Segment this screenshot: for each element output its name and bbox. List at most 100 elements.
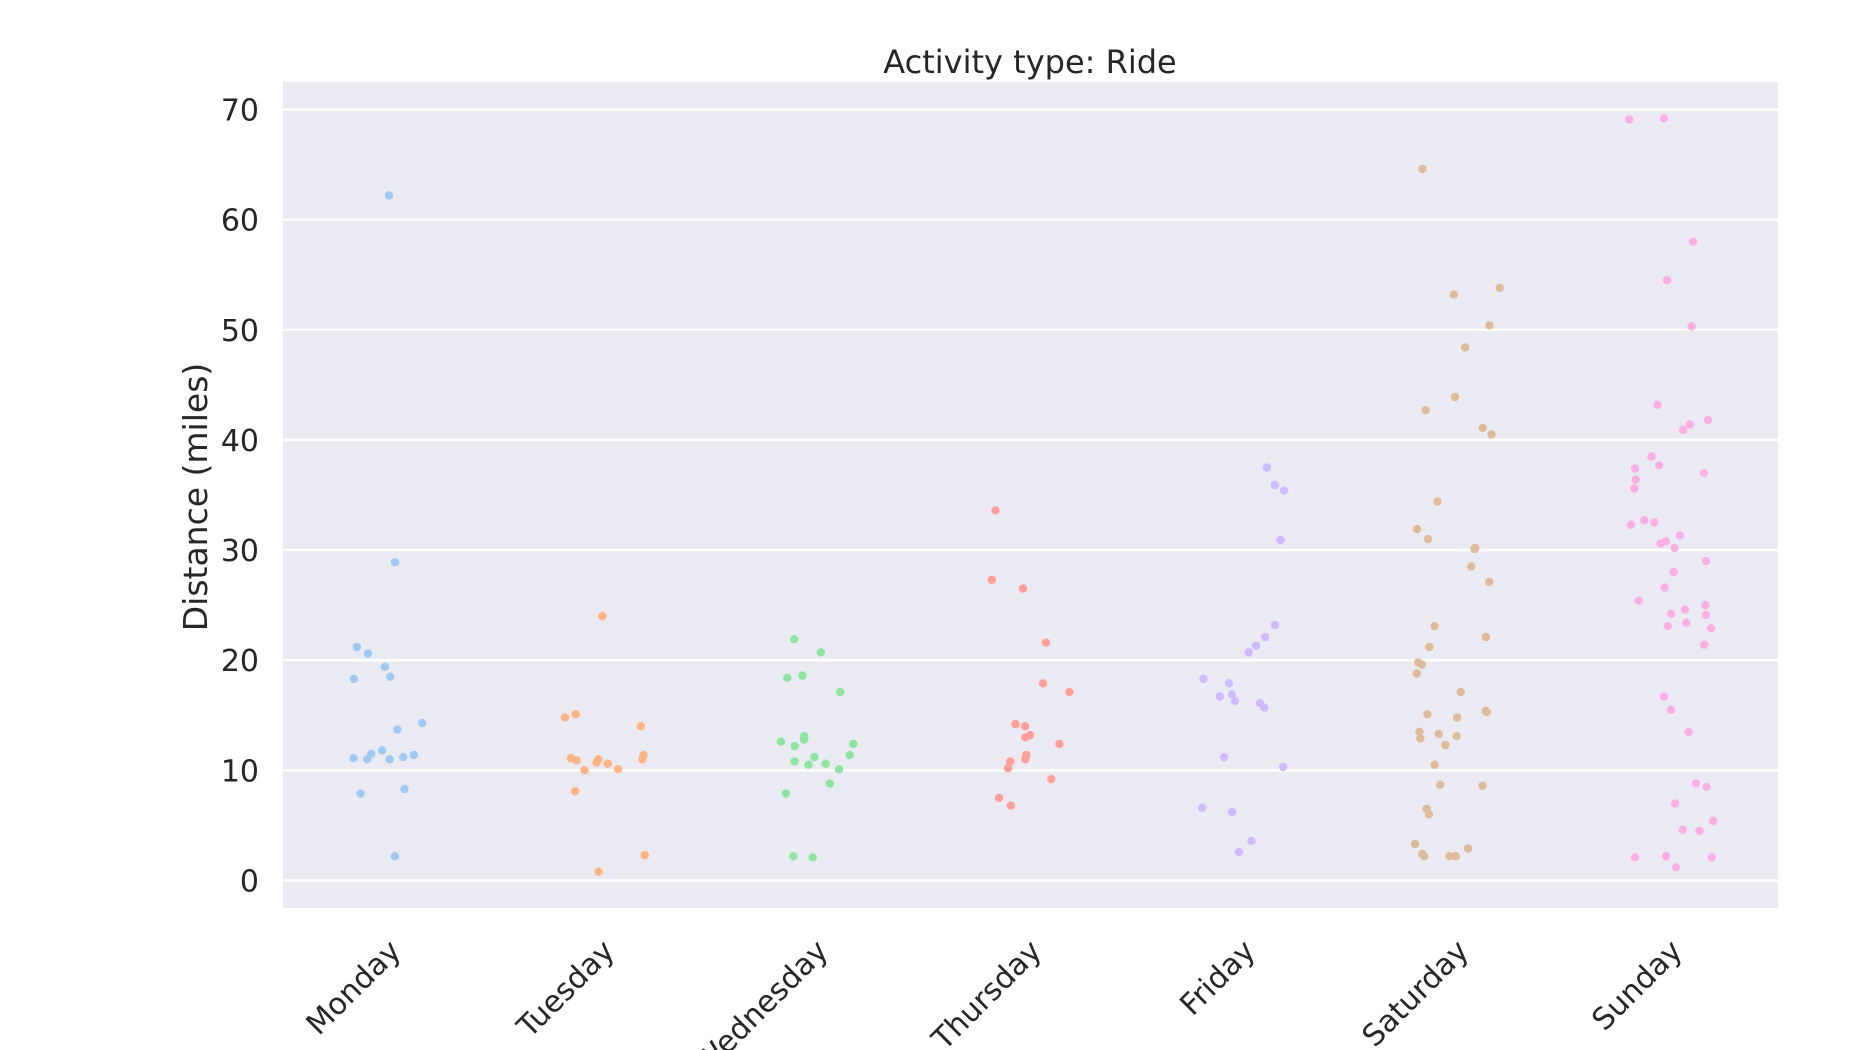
data-point xyxy=(1417,660,1427,669)
data-point xyxy=(393,725,402,734)
data-point xyxy=(390,852,400,861)
data-point xyxy=(1656,539,1665,548)
data-point xyxy=(1456,687,1466,697)
y-tick-label: 60 xyxy=(221,204,259,239)
data-point xyxy=(1011,719,1020,729)
data-point xyxy=(994,793,1004,803)
data-point xyxy=(1701,610,1711,620)
data-point xyxy=(1230,696,1240,706)
data-point xyxy=(1663,621,1672,631)
data-point xyxy=(1659,114,1669,123)
data-point xyxy=(1006,757,1015,766)
data-point xyxy=(598,611,607,621)
data-point xyxy=(1671,863,1681,872)
data-point xyxy=(1703,415,1713,425)
data-point xyxy=(1700,640,1709,649)
data-point xyxy=(1634,596,1644,605)
data-point xyxy=(1270,480,1279,490)
data-point xyxy=(849,739,858,749)
data-point xyxy=(1412,669,1421,678)
data-point xyxy=(781,789,790,798)
data-point xyxy=(560,713,570,722)
data-point xyxy=(836,687,845,697)
data-point xyxy=(1445,852,1454,861)
y-tick-label: 30 xyxy=(221,534,259,569)
data-point xyxy=(1006,801,1016,810)
data-point xyxy=(1065,687,1074,697)
data-point xyxy=(1430,621,1439,631)
x-tick-label: Monday xyxy=(300,934,408,1042)
data-point xyxy=(1670,543,1679,553)
data-point xyxy=(1684,727,1693,736)
data-point xyxy=(571,787,580,796)
data-point xyxy=(636,722,646,731)
data-point xyxy=(1441,740,1450,750)
data-point xyxy=(1669,567,1678,577)
data-point xyxy=(1695,826,1704,836)
data-point xyxy=(1412,524,1422,534)
data-point xyxy=(1430,760,1439,769)
data-point xyxy=(1682,618,1691,627)
data-point xyxy=(1630,484,1639,493)
data-point xyxy=(1227,690,1237,699)
data-point xyxy=(1018,584,1028,593)
data-point xyxy=(1708,816,1718,826)
data-point xyxy=(1660,583,1669,592)
data-point xyxy=(1434,729,1444,739)
data-point xyxy=(789,852,798,861)
data-point xyxy=(384,191,394,200)
data-point xyxy=(1276,536,1285,545)
data-point xyxy=(1661,852,1671,861)
data-point xyxy=(816,648,826,657)
data-point xyxy=(1460,343,1470,352)
data-point xyxy=(349,754,358,763)
data-point xyxy=(1199,674,1208,684)
data-point xyxy=(592,758,601,767)
data-point xyxy=(1653,400,1662,409)
data-point xyxy=(1021,755,1030,764)
data-point xyxy=(1707,853,1716,862)
x-tick-label: Wednesday xyxy=(688,934,836,1050)
y-axis-label: Distance (miles) xyxy=(176,363,215,632)
data-point xyxy=(1478,781,1487,790)
data-point xyxy=(1630,464,1640,473)
data-point xyxy=(1224,679,1234,688)
data-point xyxy=(399,752,408,762)
data-point xyxy=(613,765,623,774)
data-point xyxy=(1659,692,1669,701)
data-point xyxy=(1699,468,1709,478)
data-point xyxy=(594,867,603,876)
data-point xyxy=(1450,392,1460,402)
chart-title: Activity type: Ride xyxy=(883,43,1176,81)
data-point xyxy=(1631,475,1640,484)
data-point xyxy=(1423,710,1432,719)
data-point xyxy=(798,671,807,680)
data-point xyxy=(1279,486,1289,495)
data-point xyxy=(1247,836,1256,845)
data-point xyxy=(1041,638,1051,647)
data-point xyxy=(1197,803,1207,812)
data-point xyxy=(808,853,817,862)
data-point xyxy=(390,558,400,567)
data-point xyxy=(1495,283,1504,293)
data-point xyxy=(640,850,649,860)
data-point xyxy=(1451,852,1461,861)
data-point xyxy=(1038,679,1048,688)
y-tick-label: 50 xyxy=(221,314,259,349)
data-point xyxy=(1251,641,1261,651)
x-tick-labels: Monday Tuesday Wednesday Thursday Friday Satu… xyxy=(300,934,1690,1050)
y-tick-label: 10 xyxy=(221,754,259,789)
data-point xyxy=(1685,420,1694,429)
data-point xyxy=(1260,703,1269,712)
data-point xyxy=(1270,620,1280,630)
y-tick-label: 70 xyxy=(221,94,259,129)
data-point xyxy=(1630,853,1640,862)
data-point xyxy=(1423,534,1433,544)
data-point xyxy=(1702,782,1711,792)
plot-area xyxy=(283,82,1778,908)
x-tick-label: Saturday xyxy=(1356,934,1476,1050)
data-point xyxy=(1219,752,1229,762)
data-point xyxy=(1470,544,1479,554)
data-points xyxy=(349,114,1718,876)
data-point xyxy=(1626,520,1636,529)
